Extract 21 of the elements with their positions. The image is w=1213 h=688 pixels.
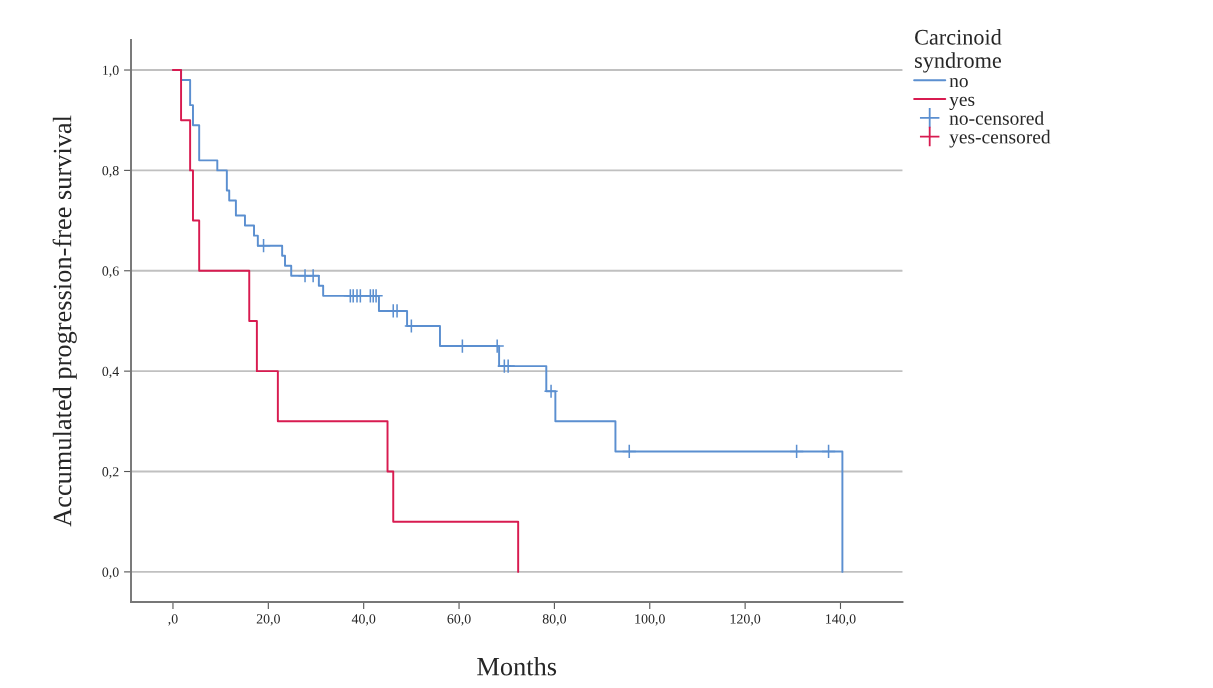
y-tick-label: 0,0 bbox=[102, 567, 119, 579]
x-tick-label: ,0 bbox=[168, 614, 178, 626]
y-tick-label: 0,6 bbox=[102, 266, 119, 278]
x-tick-label: 20,0 bbox=[256, 614, 280, 626]
x-tick-label: 100,0 bbox=[635, 614, 665, 626]
x-tick-label: 60,0 bbox=[447, 614, 471, 626]
x-tick-label: 120,0 bbox=[730, 614, 761, 626]
x-axis-title: Months bbox=[477, 656, 557, 676]
y-tick-label: 0,8 bbox=[102, 165, 119, 178]
x-tick-label: 140,0 bbox=[826, 614, 856, 626]
legend-label: no-censored bbox=[949, 111, 1044, 125]
y-tick-label: 0,4 bbox=[102, 366, 119, 379]
x-tick-label: 80,0 bbox=[542, 614, 567, 626]
y-tick-label: 1,0 bbox=[103, 65, 119, 77]
legend-label: yes-censored bbox=[949, 129, 1051, 148]
legend-label: no bbox=[949, 77, 968, 88]
x-tick-label: 40,0 bbox=[351, 614, 376, 626]
y-axis-title: Accumulated progression-free survival bbox=[52, 115, 77, 527]
legend-title: Carcinoid syndrome bbox=[915, 29, 1002, 73]
legend-label: yes bbox=[949, 96, 975, 111]
y-tick-label: 0,2 bbox=[102, 467, 119, 479]
